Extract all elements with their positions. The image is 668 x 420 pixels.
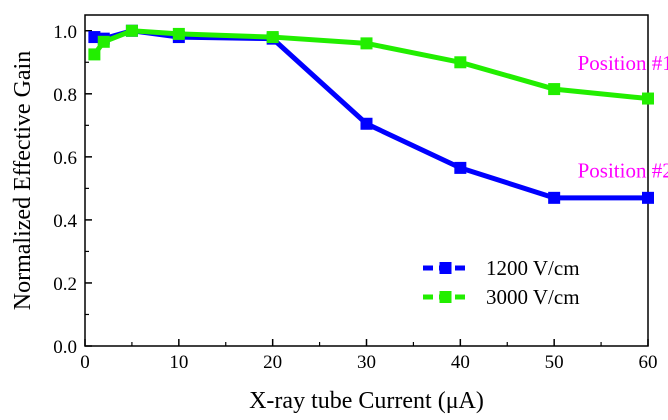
data-point — [266, 31, 279, 44]
y-tick-label: 1.0 — [53, 22, 77, 43]
x-tick-label: 40 — [451, 352, 470, 373]
y-tick-label: 0.6 — [53, 148, 77, 169]
annotation-layer: Position #1 Position #2 — [578, 51, 668, 182]
data-point — [360, 117, 373, 130]
series-1 — [88, 24, 654, 204]
series-line — [93, 28, 648, 201]
data-point — [88, 31, 101, 44]
x-axis-title: X-ray tube Current (μA) — [249, 388, 484, 414]
x-tick-label: 0 — [80, 352, 90, 373]
x-tick-label: 10 — [169, 352, 188, 373]
x-tick-label: 20 — [263, 352, 282, 373]
annotation-label: Position #2 — [578, 158, 668, 182]
legend-item: 3000 V/cm — [423, 285, 580, 309]
y-tick-label: 0.8 — [53, 85, 77, 106]
legend-label: 1200 V/cm — [486, 256, 580, 280]
x-tick-label: 50 — [545, 352, 564, 373]
data-point — [548, 83, 561, 96]
y-axis-title: Normalized Effective Gain — [10, 51, 36, 310]
axis-ticks: 0 10 20 30 40 50 60 0.0 0.2 0.4 0.6 0.8 1.0 — [53, 22, 657, 373]
data-point — [642, 92, 654, 105]
data-point — [88, 48, 101, 61]
data-point — [454, 56, 467, 69]
data-point — [172, 27, 185, 40]
legend-swatch-marker — [439, 262, 452, 274]
annotation-label: Position #1 — [578, 51, 668, 75]
legend-swatch-marker — [439, 291, 452, 303]
y-tick-label: 0.2 — [53, 274, 77, 295]
data-point — [642, 191, 654, 204]
y-tick-label: 0.4 — [53, 211, 77, 232]
legend-item: 1200 V/cm — [423, 256, 580, 280]
data-point — [548, 191, 561, 204]
series-2 — [88, 24, 654, 105]
legend: 1200 V/cm 3000 V/cm — [423, 256, 580, 309]
series-layer — [88, 24, 654, 204]
data-point — [360, 37, 373, 50]
data-point — [454, 161, 467, 174]
legend-label: 3000 V/cm — [486, 285, 580, 309]
y-tick-label: 0.0 — [53, 337, 77, 358]
x-tick-label: 60 — [639, 352, 658, 373]
data-point — [97, 35, 110, 48]
data-point — [125, 24, 138, 37]
x-tick-label: 30 — [357, 352, 376, 373]
